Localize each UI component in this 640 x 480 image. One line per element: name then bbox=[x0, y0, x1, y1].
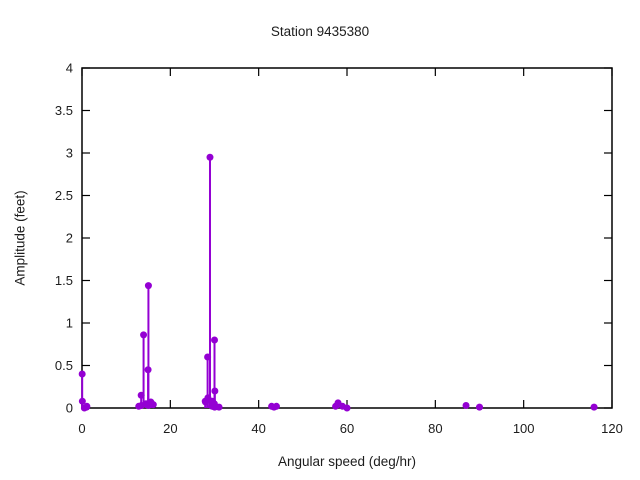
data-point bbox=[343, 404, 351, 412]
x-tick-label: 20 bbox=[163, 421, 177, 436]
data-point bbox=[462, 401, 470, 409]
y-tick-label: 3 bbox=[66, 146, 73, 161]
x-tick-label: 80 bbox=[428, 421, 442, 436]
data-point bbox=[272, 402, 280, 410]
data-point bbox=[149, 401, 157, 409]
data-point bbox=[211, 336, 218, 344]
x-tick-label: 0 bbox=[78, 421, 85, 436]
x-tick-label: 60 bbox=[340, 421, 354, 436]
data-point bbox=[78, 397, 86, 405]
x-tick-label: 120 bbox=[601, 421, 623, 436]
x-axis-label: Angular speed (deg/hr) bbox=[277, 454, 417, 469]
data-point bbox=[215, 403, 223, 411]
data-point bbox=[476, 403, 483, 411]
data-point bbox=[590, 403, 598, 411]
plot-border bbox=[81, 67, 613, 409]
y-tick-label: 1 bbox=[66, 316, 73, 331]
chart-title: Station 9435380 bbox=[270, 24, 370, 39]
y-tick-label: 2 bbox=[66, 231, 73, 246]
y-tick-label: 0.5 bbox=[55, 358, 73, 373]
data-point bbox=[83, 402, 91, 410]
y-tick-label: 1.5 bbox=[55, 273, 73, 288]
y-tick-label: 4 bbox=[66, 61, 73, 76]
y-tick-label: 2.5 bbox=[55, 188, 73, 203]
data-point bbox=[140, 331, 148, 339]
data-point bbox=[206, 153, 214, 161]
data-point bbox=[211, 387, 219, 395]
data-point bbox=[144, 282, 152, 290]
x-tick-label: 40 bbox=[251, 421, 265, 436]
y-tick-label: 0 bbox=[66, 401, 73, 416]
x-tick-label: 100 bbox=[513, 421, 535, 436]
data-point bbox=[78, 370, 86, 378]
y-tick-label: 3.5 bbox=[55, 103, 73, 118]
